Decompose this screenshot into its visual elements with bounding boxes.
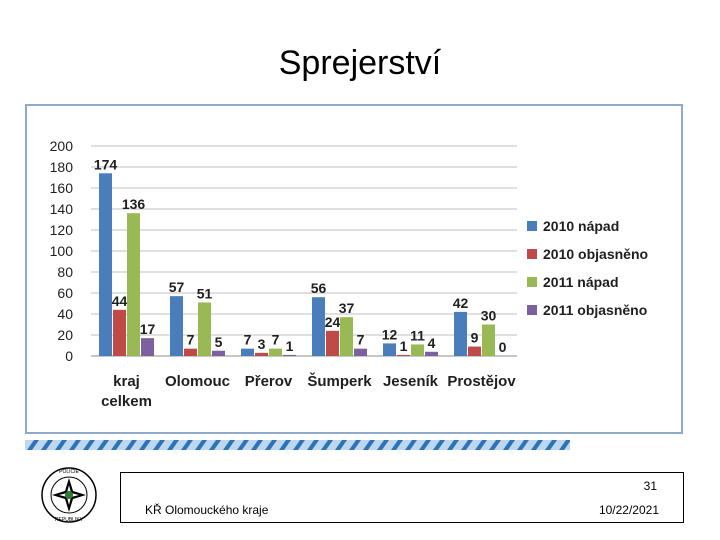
bar-3-3 xyxy=(354,348,367,356)
footer: 31 KŘ Olomouckého kraje 10/22/2021 xyxy=(120,472,684,523)
bar-3-4 xyxy=(425,351,438,356)
legend-swatch-1 xyxy=(527,249,537,259)
data-label: 7 xyxy=(244,332,252,348)
svg-text:POLICIE: POLICIE xyxy=(59,469,79,475)
bar-1-3 xyxy=(326,330,339,356)
bar-3-1 xyxy=(212,350,225,356)
data-label: 24 xyxy=(325,314,341,330)
legend-swatch-3 xyxy=(527,305,537,315)
svg-text:REPUBLIKY: REPUBLIKY xyxy=(55,517,84,523)
bar-0-1 xyxy=(170,296,183,356)
bar-2-2 xyxy=(269,348,282,356)
data-label: 136 xyxy=(122,196,146,212)
x-tick-label: Přerov xyxy=(245,373,293,390)
data-label: 12 xyxy=(382,326,398,342)
legend-swatch-0 xyxy=(527,221,537,231)
y-tick-label: 120 xyxy=(50,222,74,238)
bar-0-5 xyxy=(454,311,467,356)
police-logo: POLICIE REPUBLIKY xyxy=(41,467,97,523)
bar-1-5 xyxy=(468,346,481,356)
chart-frame: 0 20 40 60 80 100 120 140 160 180 200 174 44 136 17 kra… xyxy=(25,104,683,434)
data-label: 44 xyxy=(112,293,128,309)
bar-2-5 xyxy=(482,324,495,356)
bar-0-0 xyxy=(99,173,112,356)
bar-3-2 xyxy=(283,354,296,356)
data-label: 17 xyxy=(140,321,156,337)
bar-1-0 xyxy=(113,309,126,356)
data-label: 11 xyxy=(410,327,425,343)
data-label: 1 xyxy=(400,338,408,354)
data-label: 1 xyxy=(286,338,294,354)
x-tick-label: Prostějov xyxy=(447,373,516,390)
y-tick-label: 140 xyxy=(50,201,74,217)
bar-chart: 0204060801001201401601802001744413617kra… xyxy=(50,138,648,410)
x-tick-label: Olomouc xyxy=(165,373,230,390)
legend-entry-0: 2010 nápad xyxy=(543,218,619,234)
decorative-stripe xyxy=(25,440,570,450)
legend-entry-1: 2010 objasněno xyxy=(543,246,648,262)
bar-1-1 xyxy=(184,348,197,356)
page-number: 31 xyxy=(643,479,657,493)
bar-2-3 xyxy=(340,317,353,356)
bar-3-0 xyxy=(141,338,154,356)
data-label: 30 xyxy=(481,308,497,324)
bar-2-4 xyxy=(411,344,424,356)
data-label: 57 xyxy=(169,279,185,295)
data-label: 56 xyxy=(311,280,327,296)
data-label: 174 xyxy=(94,156,118,172)
data-label: 5 xyxy=(215,334,223,350)
x-tick-label: kraj xyxy=(113,373,140,390)
data-label: 37 xyxy=(339,300,355,316)
bar-0-4 xyxy=(383,343,396,356)
y-tick-label: 160 xyxy=(50,180,74,196)
data-label: 7 xyxy=(272,332,280,348)
y-tick-label: 180 xyxy=(50,159,74,175)
data-label: 9 xyxy=(471,330,479,346)
y-tick-label: 0 xyxy=(65,348,73,364)
bar-0-2 xyxy=(241,348,254,356)
bar-2-0 xyxy=(127,213,140,356)
y-tick-label: 100 xyxy=(50,243,74,259)
x-tick-label: celkem xyxy=(101,393,152,410)
slide-date: 10/22/2021 xyxy=(598,503,659,517)
organization-name: KŘ Olomouckého kraje xyxy=(145,503,269,517)
x-tick-label: Jeseník xyxy=(383,373,439,390)
y-tick-label: 200 xyxy=(50,138,74,154)
legend-entry-3: 2011 objasněno xyxy=(543,302,647,318)
data-label: 4 xyxy=(428,335,436,351)
x-tick-label: Šumperk xyxy=(307,372,372,390)
bar-0-3 xyxy=(312,297,325,356)
y-tick-label: 40 xyxy=(57,306,73,322)
data-label: 7 xyxy=(187,332,195,348)
data-label: 7 xyxy=(357,332,365,348)
bar-2-1 xyxy=(198,302,211,356)
y-tick-label: 80 xyxy=(57,264,73,280)
data-label: 3 xyxy=(258,336,266,352)
bar-1-4 xyxy=(397,354,410,356)
data-label: 0 xyxy=(499,339,507,355)
legend-swatch-2 xyxy=(527,277,537,287)
legend-entry-2: 2011 nápad xyxy=(543,274,619,290)
y-tick-label: 20 xyxy=(57,327,73,343)
data-label: 51 xyxy=(197,285,213,301)
slide-title: Sprejerství xyxy=(278,44,442,82)
bar-1-2 xyxy=(255,352,268,356)
y-tick-label: 60 xyxy=(57,285,73,301)
data-label: 42 xyxy=(453,295,469,311)
